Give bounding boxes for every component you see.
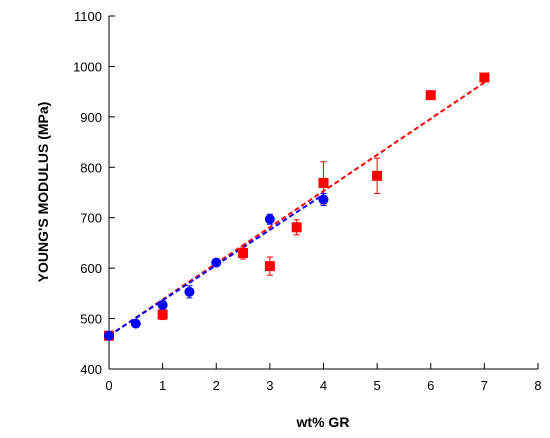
- blue-circle-point: [184, 286, 195, 297]
- y-tick-label: 1100: [74, 9, 102, 24]
- red-square-point: [264, 261, 275, 272]
- x-tick-label: 7: [481, 378, 488, 393]
- x-tick-label: 8: [534, 378, 541, 393]
- x-tick-label: 1: [159, 378, 166, 393]
- y-axis-title: YOUNG'S MODULUS (MPa): [35, 102, 51, 283]
- red-square-point: [238, 248, 249, 259]
- y-tick-label: 1000: [73, 59, 102, 74]
- red-square-point: [372, 170, 383, 181]
- y-tick-label: 500: [80, 312, 102, 327]
- y-tick-label: 400: [80, 362, 102, 377]
- x-axis-title: wt% GR: [296, 414, 350, 430]
- x-tick-label: 2: [213, 378, 220, 393]
- y-tick-label: 800: [80, 160, 102, 175]
- y-ticks: 400 500 600 700 800 900 1000 1100: [73, 9, 115, 377]
- x-tick-label: 3: [266, 378, 273, 393]
- blue-circle-point: [211, 257, 222, 268]
- red-square-point: [318, 177, 329, 188]
- red-square-point: [479, 72, 490, 83]
- blue-circle-point: [157, 299, 168, 310]
- red-square-point: [425, 90, 436, 101]
- red-square-point: [291, 222, 302, 233]
- blue-circle-point: [264, 214, 275, 225]
- x-tick-label: 6: [427, 378, 434, 393]
- x-tick-label: 4: [320, 378, 327, 393]
- x-ticks: 0 1 2 3 4 5 6 7 8: [105, 363, 542, 393]
- x-tick-label: 5: [374, 378, 381, 393]
- x-tick-label: 0: [105, 378, 112, 393]
- fit-lines: [108, 81, 485, 337]
- blue-circle-point: [318, 194, 329, 205]
- y-tick-label: 600: [80, 261, 102, 276]
- y-tick-label: 700: [80, 211, 102, 226]
- data-points: [104, 72, 490, 341]
- red-square-point: [157, 309, 168, 320]
- y-tick-label: 900: [80, 110, 102, 125]
- blue-circle-point: [104, 330, 114, 341]
- blue-circle-point: [130, 318, 141, 329]
